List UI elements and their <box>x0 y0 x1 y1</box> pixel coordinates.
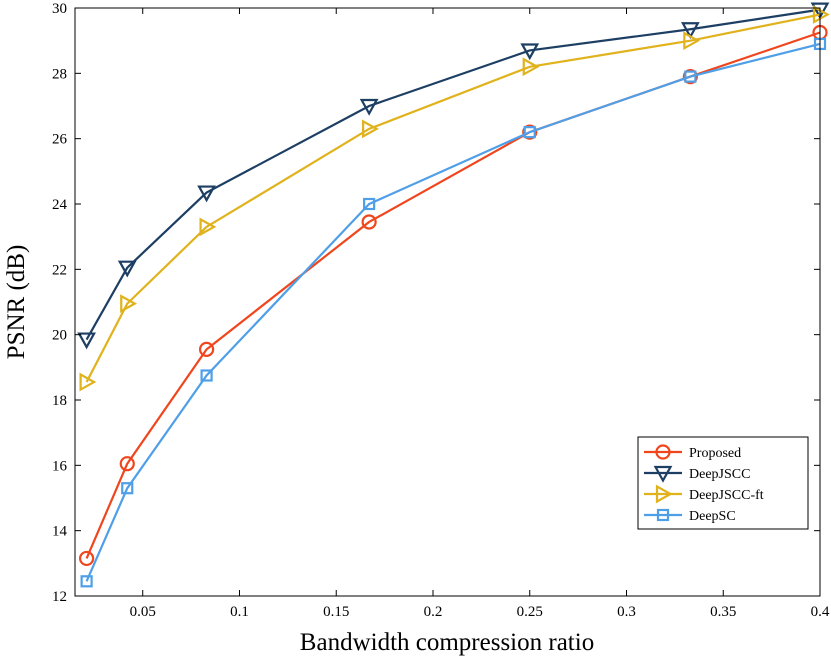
data-point <box>199 217 217 237</box>
data-point <box>77 332 96 350</box>
data-point <box>680 22 700 39</box>
data-point <box>80 575 93 588</box>
data-point <box>810 2 830 20</box>
plot-frame <box>74 7 821 597</box>
legend: Proposed DeepJSCC DeepJSCC-ft DeepSC <box>637 436 809 530</box>
data-point <box>359 98 379 116</box>
legend-label: Proposed <box>689 446 741 461</box>
data-point <box>197 185 216 203</box>
data-point <box>523 126 536 139</box>
legend-marker <box>656 508 670 522</box>
legend-entry: DeepSC <box>644 508 736 524</box>
y-tick-label: 12 <box>52 589 67 605</box>
legend-entry: Proposed <box>644 444 741 461</box>
legend-entry: DeepJSCC <box>644 465 750 483</box>
series-line-deepjscc <box>85 8 821 341</box>
data-point <box>120 294 138 314</box>
y-tick-label: 18 <box>52 393 67 409</box>
x-tick-label: 0.25 <box>517 604 543 620</box>
y-tick-label: 28 <box>52 66 67 82</box>
y-axis-label: PSNR (dB) <box>3 245 30 360</box>
y-tick-label: 24 <box>52 197 68 213</box>
data-point <box>200 369 213 382</box>
x-tick-label: 0.15 <box>323 604 349 620</box>
y-tick-label: 20 <box>52 328 67 344</box>
legend-label: DeepJSCC <box>689 467 750 482</box>
x-tick-label: 0.35 <box>710 604 736 620</box>
ticks-layer: 0.05 0.1 0.15 0.2 0.25 0.3 0.35 0.4 12 14 16 18 20 22… <box>52 1 830 620</box>
data-point <box>119 456 135 472</box>
data-point <box>682 68 698 85</box>
series-deepjscc-ft <box>79 5 830 392</box>
data-point <box>363 197 376 211</box>
legend-marker <box>653 465 673 483</box>
data-point <box>198 341 215 357</box>
x-axis-label: Bandwidth compression ratio <box>300 629 594 656</box>
data-point <box>812 5 830 24</box>
legend-marker <box>655 444 671 460</box>
y-tick-label: 14 <box>52 524 68 540</box>
series-line-deepjscc-ft <box>85 13 821 383</box>
data-point <box>683 31 701 51</box>
data-point <box>684 70 697 83</box>
x-tick-label: 0.2 <box>424 604 443 620</box>
y-tick-label: 26 <box>52 132 68 148</box>
data-point <box>121 482 134 495</box>
legend-marker <box>655 484 673 504</box>
x-tick-label: 0.1 <box>230 604 249 620</box>
y-tick-label: 16 <box>52 458 68 474</box>
data-point <box>520 43 540 61</box>
x-tick-label: 0.3 <box>617 604 636 620</box>
data-point <box>522 124 538 140</box>
data-point <box>522 57 540 77</box>
y-tick-label: 22 <box>52 262 67 278</box>
legend-entry: DeepJSCC-ft <box>644 484 764 504</box>
data-point <box>79 372 97 392</box>
series-layer <box>77 2 830 588</box>
series-line-deepsc <box>85 42 821 582</box>
data-point <box>361 214 377 230</box>
data-point <box>362 119 379 139</box>
data-point <box>79 550 95 567</box>
y-tick-label: 30 <box>52 1 67 17</box>
x-tick-label: 0.4 <box>811 604 830 620</box>
legend-label: DeepSC <box>689 509 736 524</box>
legend-label: DeepJSCC-ft <box>689 488 764 503</box>
data-point <box>117 260 137 278</box>
series-deepjscc <box>77 2 830 350</box>
x-tick-label: 0.05 <box>130 604 156 620</box>
